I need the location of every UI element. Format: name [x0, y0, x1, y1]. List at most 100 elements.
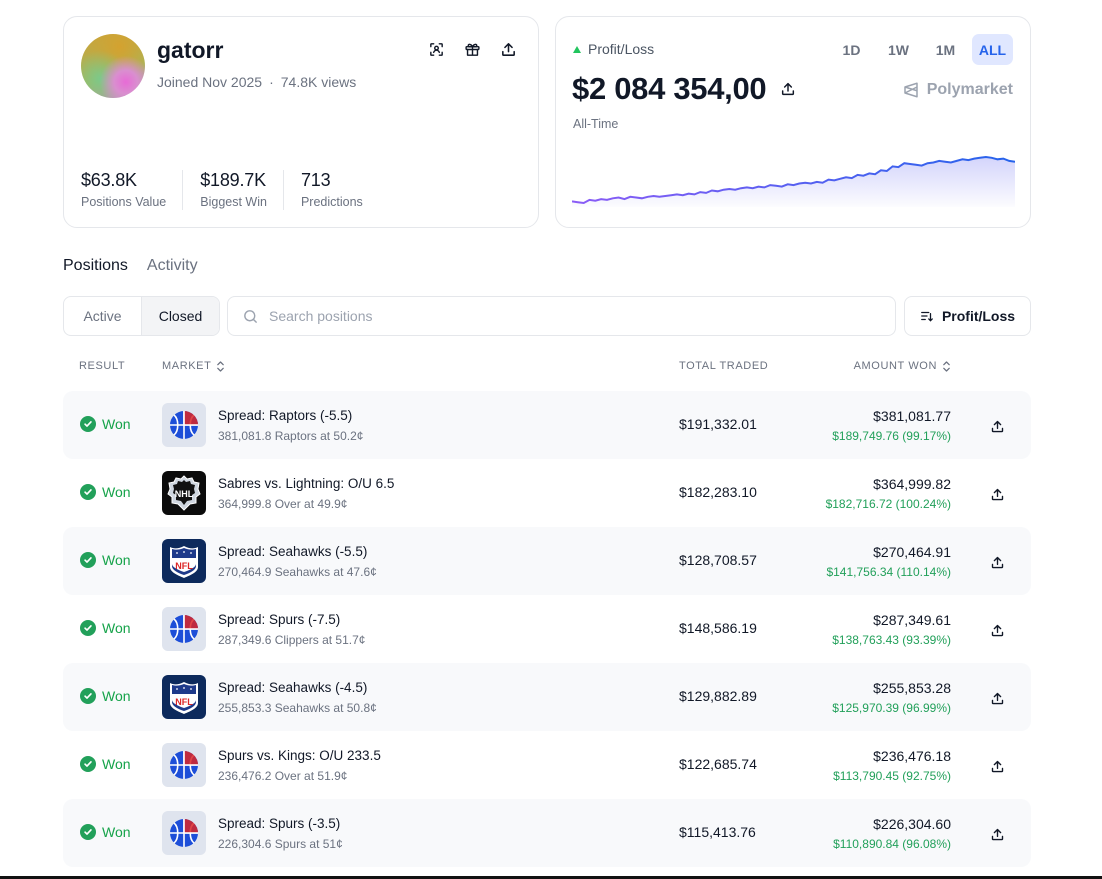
header-total-traded: TOTAL TRADED: [679, 360, 768, 372]
search-input[interactable]: [269, 308, 869, 324]
share-icon[interactable]: [987, 552, 1007, 572]
check-circle-icon: [80, 416, 96, 432]
stat-value: $63.8K: [81, 170, 137, 190]
meta-separator: ·: [269, 74, 274, 90]
stat-predictions: 713 Predictions: [301, 170, 379, 210]
trend-up-icon: [573, 45, 581, 53]
basketball-icon: [162, 811, 206, 855]
market-title[interactable]: Sabres vs. Lightning: O/U 6.5: [218, 476, 395, 491]
profit-gain: $113,790.45 (92.75%): [833, 769, 951, 783]
stat-positions-value: $63.8K Positions Value: [81, 170, 184, 210]
pnl-label: Profit/Loss: [588, 41, 655, 57]
segment-closed[interactable]: Closed: [141, 297, 219, 335]
polymarket-brand: Polymarket: [902, 81, 1013, 99]
sort-toggle-icon: [217, 360, 225, 372]
bottom-divider: [0, 876, 1102, 879]
share-icon[interactable]: [987, 416, 1007, 436]
table-row[interactable]: Won NFL Spread: Seahawks (-4.5) 255,853.3 S…: [63, 663, 1031, 731]
nhl-logo-icon: NHL: [162, 471, 206, 515]
basketball-icon: [162, 403, 206, 447]
amount-won: $255,853.28: [873, 680, 951, 696]
result-label: Won: [102, 416, 131, 432]
search-icon: [244, 309, 257, 323]
profile-actions: [426, 39, 518, 59]
amount-won: $381,081.77: [873, 408, 951, 424]
result-badge: Won: [80, 688, 131, 704]
market-title[interactable]: Spread: Spurs (-3.5): [218, 816, 341, 831]
table-row[interactable]: Won Spread: Raptors (-5.5) 381,081.8 Rapto…: [63, 391, 1031, 459]
profit-gain: $182,716.72 (100.24%): [825, 497, 951, 511]
search-box: [227, 296, 896, 336]
table-header: RESULT MARKET TOTAL TRADED AMOUNT WON: [63, 360, 1031, 374]
result-badge: Won: [80, 484, 131, 500]
total-traded: $148,586.19: [679, 620, 757, 636]
stat-value: 713: [300, 170, 331, 190]
share-icon[interactable]: [778, 79, 798, 99]
tab-activity[interactable]: Activity: [146, 257, 198, 274]
sort-button[interactable]: Profit/Loss: [904, 296, 1031, 336]
tab-positions[interactable]: Positions: [63, 257, 128, 274]
share-icon[interactable]: [987, 484, 1007, 504]
share-icon[interactable]: [498, 39, 518, 59]
view-count: 74.8K views: [280, 74, 357, 90]
stat-value: $189.7K: [200, 170, 266, 190]
table-row[interactable]: Won Spread: Spurs (-3.5) 226,304.6 Spurs a…: [63, 799, 1031, 867]
market-subtitle: 287,349.6 Clippers at 51.7¢: [218, 633, 366, 647]
table-row[interactable]: Won NFL Spread: Seahawks (-5.5) 270,464.9 S…: [63, 527, 1031, 595]
market-title[interactable]: Spread: Spurs (-7.5): [218, 612, 341, 627]
market-title[interactable]: Spread: Seahawks (-4.5): [218, 680, 368, 695]
nfl-logo-icon: NFL: [162, 539, 206, 583]
result-label: Won: [102, 552, 131, 568]
profit-gain: $141,756.34 (110.14%): [826, 565, 951, 579]
segment-active[interactable]: Active: [83, 308, 122, 324]
share-icon[interactable]: [987, 756, 1007, 776]
check-circle-icon: [80, 552, 96, 568]
share-icon[interactable]: [987, 688, 1007, 708]
header-amount-won[interactable]: AMOUNT WON: [854, 360, 951, 372]
check-circle-icon: [80, 688, 96, 704]
check-circle-icon: [80, 620, 96, 636]
sort-toggle-icon: [943, 360, 950, 372]
nfl-logo-text: NFL: [175, 561, 193, 571]
market-subtitle: 381,081.8 Raptors at 50.2¢: [218, 429, 364, 443]
timeframe-1d[interactable]: 1D: [842, 41, 861, 58]
section-tabs: Positions Activity: [63, 257, 198, 275]
timeframe-1m[interactable]: 1M: [935, 41, 956, 58]
market-title[interactable]: Spurs vs. Kings: O/U 233.5: [218, 748, 381, 763]
header-result: RESULT: [79, 360, 125, 372]
pnl-amount-row: $2 084 354,00: [572, 71, 798, 107]
market-title[interactable]: Spread: Seahawks (-5.5): [218, 544, 368, 559]
sort-label: Profit/Loss: [941, 308, 1016, 324]
pnl-chart-line: [572, 155, 1015, 205]
table-row[interactable]: Won NHL Sabres vs. Lightning: O/U 6.5 364,9…: [63, 459, 1031, 527]
stat-label: Biggest Win: [200, 195, 267, 209]
table-row[interactable]: Won Spurs vs. Kings: O/U 233.5 236,476.2 O…: [63, 731, 1031, 799]
total-traded: $115,413.76: [679, 824, 756, 840]
header-amount-won-label: AMOUNT WON: [853, 360, 937, 372]
result-badge: Won: [80, 552, 131, 568]
pnl-chart: [572, 155, 1015, 207]
profile-stats: $63.8K Positions Value $189.7K Biggest W…: [81, 170, 396, 210]
pnl-header: Profit/Loss: [573, 41, 654, 57]
timeframe-1w[interactable]: 1W: [888, 41, 909, 58]
timeframe-all[interactable]: ALL: [972, 34, 1013, 65]
market-subtitle: 364,999.8 Over at 49.9¢: [218, 497, 348, 511]
market-subtitle: 255,853.3 Seahawks at 50.8¢: [218, 701, 377, 715]
share-icon[interactable]: [987, 824, 1007, 844]
pnl-chart-area: [572, 157, 1015, 207]
polymarket-logo-icon: [903, 82, 918, 98]
result-label: Won: [102, 824, 131, 840]
amount-won: $226,304.60: [873, 816, 951, 832]
result-badge: Won: [80, 416, 131, 432]
table-row[interactable]: Won Spread: Spurs (-7.5) 287,349.6 Clipper…: [63, 595, 1031, 663]
avatar[interactable]: [81, 34, 145, 98]
profit-gain: $125,970.39 (96.99%): [832, 701, 951, 715]
brand-name: Polymarket: [926, 81, 1013, 98]
gift-icon[interactable]: [462, 39, 482, 59]
share-icon[interactable]: [987, 620, 1007, 640]
check-circle-icon: [80, 484, 96, 500]
scan-icon[interactable]: [426, 39, 446, 59]
header-market[interactable]: MARKET: [162, 360, 225, 372]
market-subtitle: 236,476.2 Over at 51.9¢: [218, 769, 348, 783]
market-title[interactable]: Spread: Raptors (-5.5): [218, 408, 353, 423]
